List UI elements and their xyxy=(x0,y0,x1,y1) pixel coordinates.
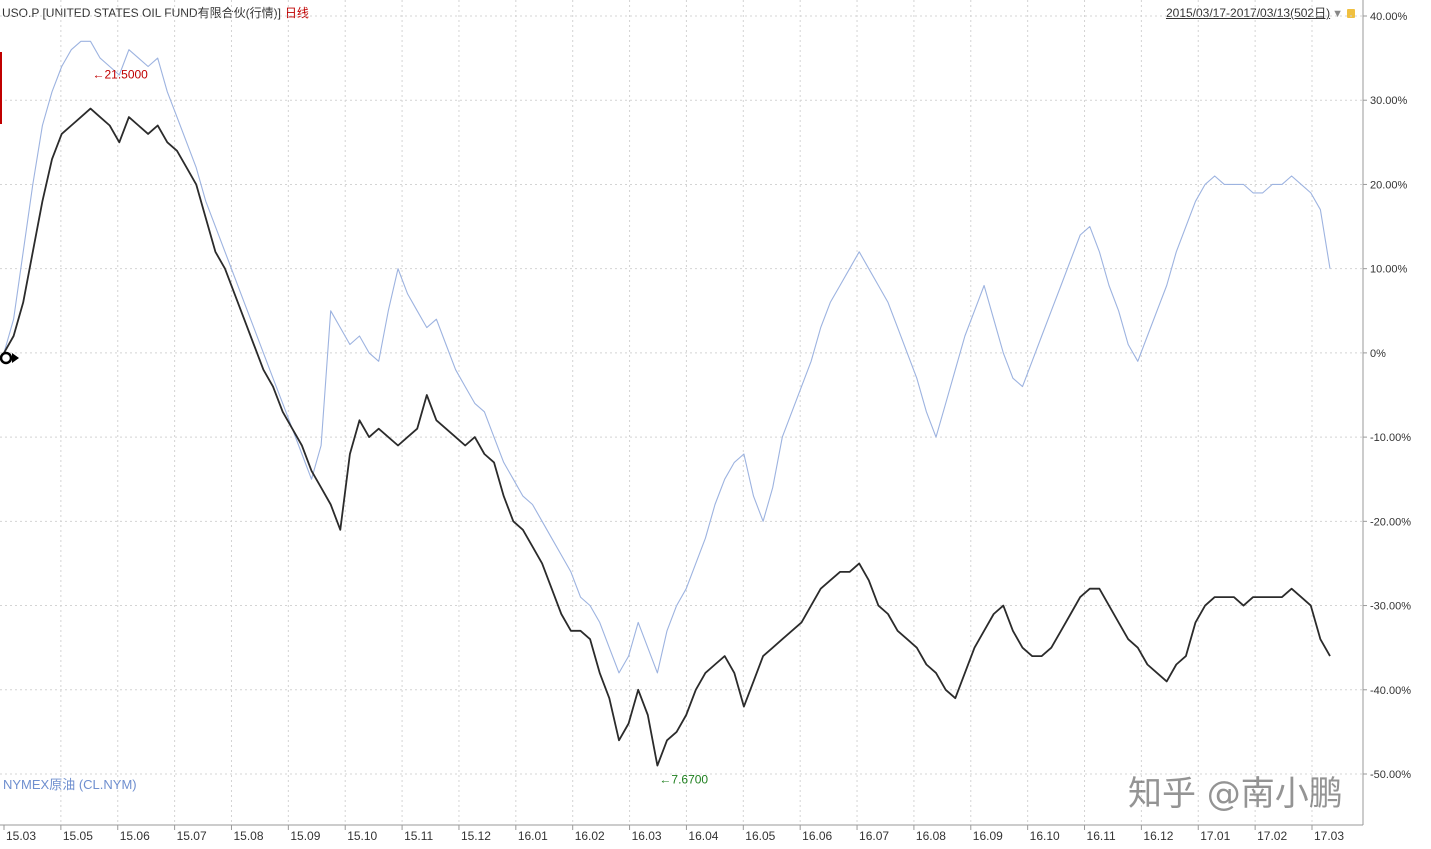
max-value-annotation: ←21.5000 xyxy=(92,68,148,82)
series-line-cl[interactable] xyxy=(3,40,1331,674)
x-tick-label: 15.10 xyxy=(347,829,377,843)
x-tick-label: 15.05 xyxy=(63,829,93,843)
x-tick-label: 17.02 xyxy=(1257,829,1287,843)
y-tick-label: 30.00% xyxy=(1370,95,1408,107)
x-tick-label: 16.05 xyxy=(745,829,775,843)
x-tick-label: 16.10 xyxy=(1030,829,1060,843)
lock-icon[interactable] xyxy=(1347,9,1355,18)
min-value-annotation: ←7.6700 xyxy=(659,773,708,787)
x-tick-label: 15.03 xyxy=(6,829,36,843)
x-tick-label: 17.01 xyxy=(1200,829,1230,843)
x-tick-label: 16.11 xyxy=(1087,829,1116,843)
watermark: 知乎 @南小鹏 xyxy=(1128,774,1343,814)
y-tick-label: 0% xyxy=(1370,348,1386,360)
start-marker[interactable] xyxy=(0,351,19,365)
y-tick-label: -20.00% xyxy=(1370,516,1411,528)
y-tick-label: -40.00% xyxy=(1370,685,1411,697)
x-tick-label: 15.07 xyxy=(177,829,207,843)
y-tick-label: 40.00% xyxy=(1370,11,1408,23)
gridlines xyxy=(0,0,1363,825)
x-tick-label: 15.08 xyxy=(233,829,263,843)
x-tick-label: 16.04 xyxy=(688,829,718,843)
x-tick-label: 15.12 xyxy=(461,829,491,843)
y-tick-label: 20.00% xyxy=(1370,179,1408,191)
y-tick-label: 10.00% xyxy=(1370,264,1408,276)
y-tick-label: -10.00% xyxy=(1370,432,1411,444)
x-axis-ticks: 15.03 15.05 15.06 15.07 15.08 15.09 15.10 15.11… xyxy=(3,825,1344,843)
x-tick-label: 16.03 xyxy=(632,829,662,843)
y-tick-label: -50.00% xyxy=(1370,769,1411,781)
series-line-uso[interactable] xyxy=(3,107,1331,767)
x-tick-label: 16.06 xyxy=(802,829,832,843)
x-tick-label: 15.06 xyxy=(120,829,150,843)
x-tick-label: 15.09 xyxy=(290,829,320,843)
y-tick-label: -30.00% xyxy=(1370,601,1411,613)
axes xyxy=(0,0,1364,826)
y-axis-ticks: 40.00% 30.00% 20.00% 10.00% 0% -10.00% -20.00%… xyxy=(1363,11,1411,781)
x-tick-label: 16.09 xyxy=(973,829,1003,843)
annotations: ←21.5000 ←7.6700 xyxy=(92,68,708,787)
compare-series-label[interactable]: NYMEX原油 (CL.NYM) xyxy=(3,777,137,792)
series xyxy=(3,40,1331,767)
triangle-down-icon[interactable]: ▼ xyxy=(1332,8,1343,20)
x-tick-label: 16.12 xyxy=(1143,829,1173,843)
date-range-control[interactable]: 2015/03/17-2017/03/13(502日) ▼ xyxy=(1166,4,1355,21)
x-tick-label: 16.07 xyxy=(859,829,889,843)
x-tick-label: 17.03 xyxy=(1314,829,1344,843)
x-tick-label: 16.01 xyxy=(518,829,548,843)
x-tick-label: 16.08 xyxy=(916,829,946,843)
x-tick-label: 15.11 xyxy=(404,829,433,843)
x-tick-label: 16.02 xyxy=(575,829,605,843)
date-range-label[interactable]: 2015/03/17-2017/03/13(502日) xyxy=(1165,6,1331,20)
